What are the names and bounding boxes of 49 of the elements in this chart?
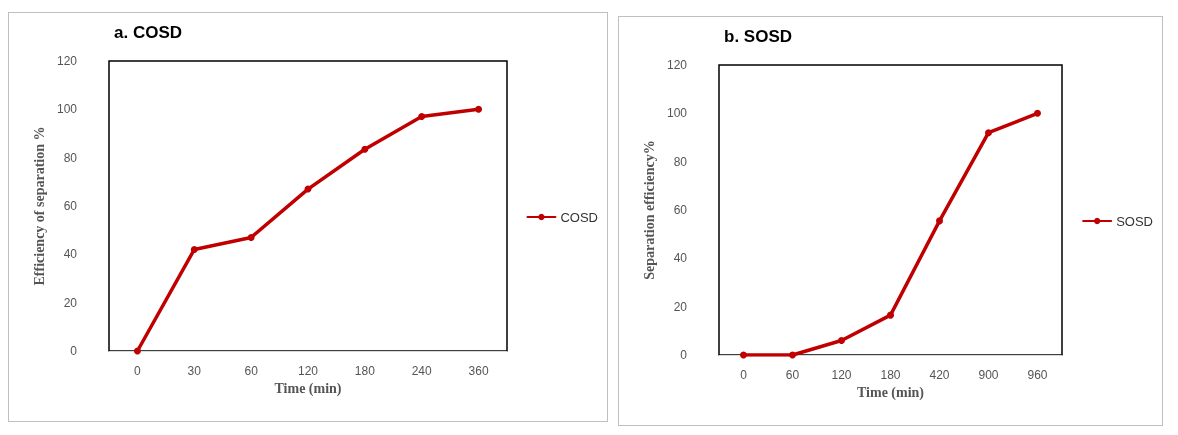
x-axis-title: Time (min) [274, 381, 342, 398]
y-axis-title: Efficiency of separation % [31, 126, 47, 286]
y-tick-label: 60 [63, 199, 78, 213]
legend-label: SOSD [1116, 213, 1153, 229]
y-tick-label: 100 [666, 106, 688, 121]
x-tick-label: 0 [740, 368, 748, 382]
y-tick-label: 80 [673, 154, 688, 169]
x-tick-label: 120 [297, 364, 319, 378]
point [887, 311, 894, 319]
point [133, 347, 141, 355]
point [418, 113, 426, 121]
point [190, 246, 198, 253]
x-tick-label: 420 [929, 368, 950, 382]
y-tick-label: 40 [673, 251, 688, 266]
point [838, 337, 845, 344]
y-tick-label: 0 [680, 348, 688, 362]
legend-label: COSD [560, 209, 598, 225]
y-tick-label: 0 [70, 344, 78, 358]
x-tick-label: 0 [134, 364, 142, 378]
x-tick-label: 60 [785, 368, 800, 382]
x-tick-label: 30 [187, 364, 202, 378]
y-tick-label: 80 [63, 150, 78, 165]
y-tick-label: 20 [63, 295, 78, 310]
x-tick-label: 360 [468, 364, 489, 378]
x-axis-title: Time (min) [856, 385, 925, 402]
point [936, 217, 943, 225]
point [361, 145, 369, 153]
x-tick-label: 180 [880, 368, 901, 382]
y-tick-label: 120 [56, 54, 78, 68]
point [740, 351, 747, 359]
point [985, 129, 992, 137]
chart-title: b. SOSD [724, 27, 793, 46]
chart-title: a. COSD [114, 23, 183, 42]
x-tick-label: 900 [978, 368, 999, 382]
x-tick-label: 60 [244, 364, 259, 378]
point [247, 233, 255, 241]
point [475, 105, 483, 113]
y-tick-label: 40 [63, 247, 78, 262]
x-tick-label: 960 [1027, 368, 1048, 382]
y-axis-title: Separation efficiency% [641, 140, 657, 280]
y-tick-label: 100 [56, 102, 78, 117]
y-tick-label: 120 [666, 58, 688, 72]
x-tick-label: 120 [831, 368, 852, 382]
y-tick-label: 60 [673, 203, 688, 217]
x-tick-label: 240 [411, 364, 433, 378]
x-tick-label: 180 [354, 364, 376, 378]
y-tick-label: 20 [673, 299, 688, 314]
point [1034, 109, 1041, 117]
point [789, 351, 796, 359]
